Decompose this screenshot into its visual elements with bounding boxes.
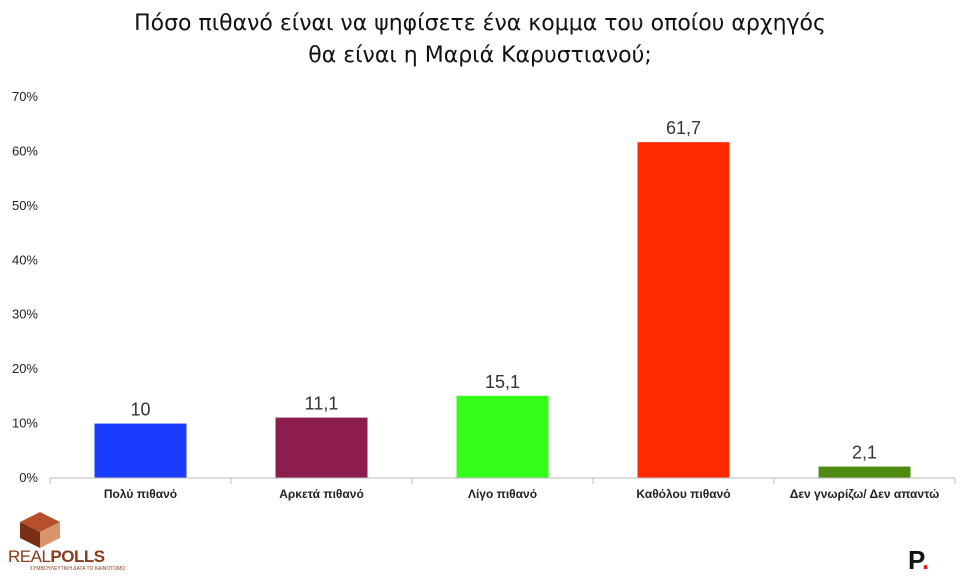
- publisher-logo-letter: P: [908, 545, 922, 575]
- realpolls-wordmark-bold: POLLS: [50, 547, 105, 566]
- realpolls-wordmark: REALPOLLS: [8, 547, 105, 567]
- realpolls-tagline: ΣΥΜΒΟΥΛΕΥΤΙΚΗ ΔΑΤΑ ΤΟ ΚΑΙΝΟΤΟΜΟ: [30, 566, 126, 572]
- chart-title: Πόσο πιθανό είναι να ψηφίσετε ένα κομμα …: [0, 8, 960, 72]
- data-label: 61,7: [666, 118, 701, 138]
- y-tick-label: 60%: [12, 143, 38, 158]
- x-axis: Πολύ πιθανό Αρκετά πιθανό Λίγο πιθανό Καθόλ…: [49, 477, 956, 501]
- publisher-logo-dot: .: [922, 545, 930, 575]
- x-tick-label: Πολύ πιθανό: [104, 487, 177, 501]
- y-tick-label: 30%: [12, 307, 38, 322]
- bars: [94, 142, 911, 478]
- bar: [275, 417, 368, 478]
- y-tick-label: 50%: [12, 198, 38, 213]
- y-tick-label: 0%: [19, 470, 38, 485]
- y-tick-label: 20%: [12, 361, 38, 376]
- y-tick-label: 10%: [12, 416, 38, 431]
- chart-title-line1: Πόσο πιθανό είναι να ψηφίσετε ένα κομμα …: [134, 11, 826, 36]
- data-label: 15,1: [485, 372, 520, 392]
- bar: [456, 395, 549, 478]
- x-tick-label: Αρκετά πιθανό: [279, 487, 364, 501]
- data-label: 11,1: [305, 394, 339, 414]
- data-label: 10: [130, 400, 150, 420]
- realpolls-logo: [10, 510, 100, 576]
- data-label: 2,1: [852, 443, 877, 463]
- bar: [637, 142, 730, 478]
- x-tick-label: Λίγο πιθανό: [468, 487, 537, 501]
- publisher-logo: P.: [908, 545, 929, 576]
- bar: [94, 423, 187, 478]
- y-tick-label: 40%: [12, 252, 38, 267]
- bar: [818, 466, 911, 478]
- realpolls-cube-icon: [20, 512, 60, 548]
- realpolls-wordmark-light: REAL: [8, 547, 51, 566]
- x-tick-label: Καθόλου πιθανό: [636, 487, 730, 501]
- y-axis: 0% 10% 20% 30% 40% 50% 60% 70%: [12, 89, 38, 485]
- x-tick-label: Δεν γνωρίζω/ Δεν απαντώ: [790, 487, 940, 501]
- chart-title-line2: θα είναι η Μαριά Καρυστιανού;: [308, 43, 652, 68]
- value-labels: 10 11,1 15,1 61,7 2,1: [130, 118, 877, 462]
- y-tick-label: 70%: [12, 89, 38, 104]
